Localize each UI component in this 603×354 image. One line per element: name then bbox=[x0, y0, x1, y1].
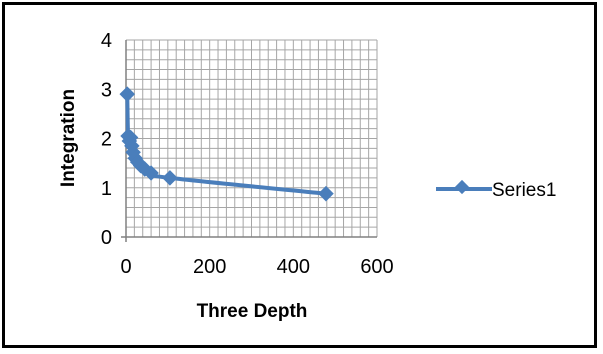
legend: Series1 bbox=[436, 179, 556, 201]
legend-marker bbox=[454, 179, 470, 195]
data-point bbox=[162, 170, 178, 186]
x-tick-label: 0 bbox=[120, 256, 131, 278]
y-axis-title: Integration bbox=[58, 89, 79, 187]
y-tick-label: 4 bbox=[101, 30, 112, 52]
x-tick-label: 400 bbox=[277, 256, 310, 278]
y-tick-label: 3 bbox=[101, 79, 112, 101]
y-tick-label: 0 bbox=[101, 227, 112, 249]
data-point bbox=[318, 185, 334, 202]
y-tick-label: 2 bbox=[101, 129, 112, 151]
data-point bbox=[143, 165, 159, 181]
legend-label: Series1 bbox=[492, 180, 556, 201]
series-group bbox=[119, 86, 334, 202]
x-axis-title: Three Depth bbox=[197, 301, 308, 322]
grid bbox=[125, 39, 378, 238]
tick-labels: 0 200 400 600 0 1 2 3 4 bbox=[101, 30, 394, 278]
y-tick-label: 1 bbox=[101, 178, 112, 200]
data-point bbox=[119, 86, 136, 102]
x-tick-label: 200 bbox=[193, 256, 226, 278]
x-tick-label: 600 bbox=[360, 256, 393, 278]
